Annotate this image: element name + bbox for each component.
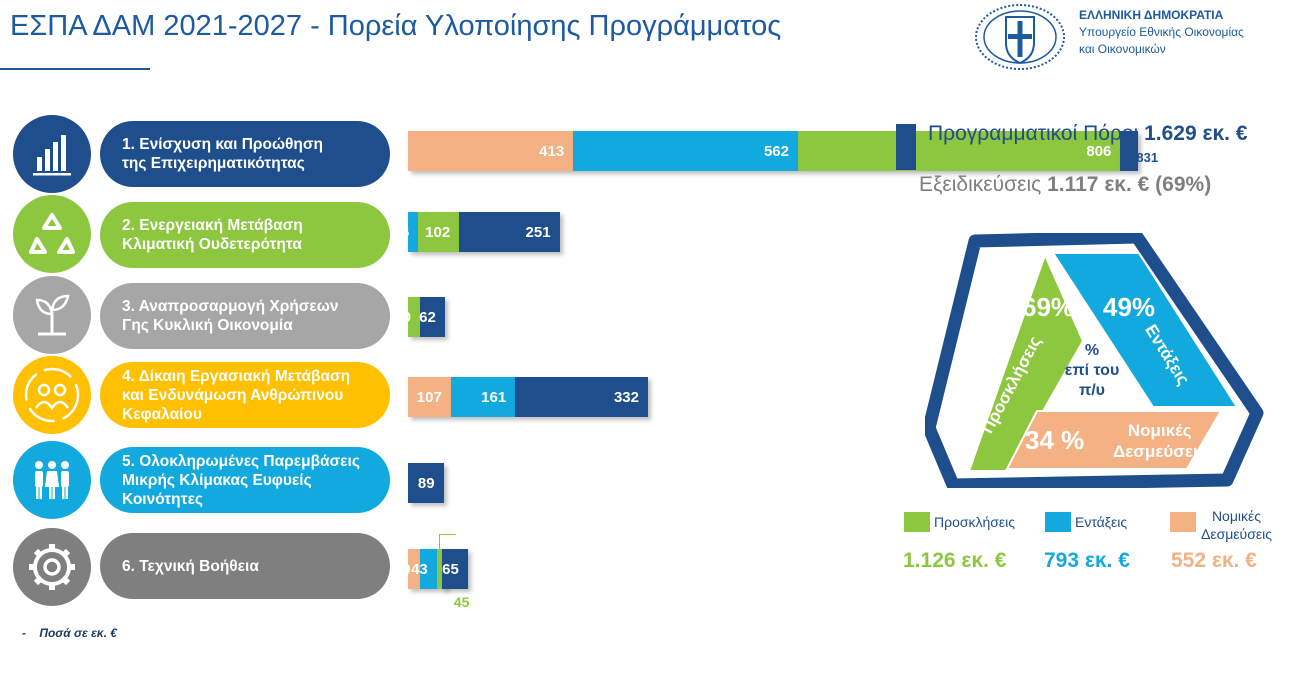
bar-value-label: 102 bbox=[425, 223, 451, 241]
legend-legal-line1: Νομικές bbox=[1211, 508, 1261, 524]
bar-value-label: 45 bbox=[453, 594, 470, 610]
bar-value-label: 161 bbox=[481, 388, 507, 406]
spec-label: Εξειδικεύσεις bbox=[919, 173, 1042, 196]
priority-1-line2: της Επιχειρηματικότητας bbox=[122, 155, 305, 172]
priority-4-line2: και Ενδυνάμωση Ανθρώπινου bbox=[122, 386, 344, 404]
triangle-calls-pct: 69% bbox=[1022, 292, 1075, 322]
triangle-center-line2: επί του bbox=[1064, 362, 1120, 379]
legend-swatch-legal bbox=[1170, 512, 1196, 532]
bar-value-label: 107 bbox=[416, 388, 442, 406]
priority-1-line1: 1. Ενίσχυση και Προώθηση bbox=[122, 136, 323, 153]
bar-segment: 62 bbox=[419, 297, 445, 337]
bar-value-label: 251 bbox=[525, 223, 551, 241]
legend-swatch-calls bbox=[904, 512, 930, 532]
priority-2-label: 2. Ενεργειακή Μετάβαση Κλιματική Ουδετερό… bbox=[100, 202, 390, 268]
triangle-legal-pct: 34 % bbox=[1025, 425, 1085, 455]
bar-value-label: 30 bbox=[394, 308, 411, 326]
bar-segment: 43 bbox=[411, 549, 437, 589]
priority-4-line1: 4. Δίκαιη Εργασιακή Μετάβαση bbox=[122, 367, 351, 385]
bar-segment bbox=[1120, 131, 1139, 171]
bar-segment: 29 bbox=[394, 549, 420, 589]
bar-value-label: 89 bbox=[417, 474, 435, 492]
bar-segment: 89 bbox=[408, 463, 444, 503]
priority-4-label: 4. Δίκαιη Εργασιακή Μετάβαση και Ενδυνάμω… bbox=[100, 362, 390, 428]
prog-marker bbox=[896, 124, 916, 170]
bar-segment: 806 bbox=[798, 131, 1121, 171]
priority-2-line1: 2. Ενεργειακή Μετάβαση bbox=[122, 217, 303, 234]
progress-triangle bbox=[925, 233, 1264, 488]
priority-3-label: 3. Αναπροσαρμογή Χρήσεων Γης Κυκλική Οικο… bbox=[100, 283, 390, 349]
note-text: Ποσά σε εκ. € bbox=[39, 626, 117, 640]
priority-3-line1: 3. Αναπροσαρμογή Χρήσεων bbox=[122, 298, 339, 315]
legend-legal-line2: Δεσμεύσεις bbox=[1201, 526, 1272, 542]
triangle-legal-label: Νομικές Δεσμεύσεις bbox=[1113, 420, 1207, 462]
bar-value-label: 26 bbox=[392, 223, 410, 241]
page-title: ΕΣΠΑ ΔΑΜ 2021-2027 - Πορεία Υλοποίησης Π… bbox=[10, 10, 782, 42]
units-note: - Ποσά σε εκ. € bbox=[22, 626, 117, 640]
people-cycle-icon bbox=[13, 356, 91, 434]
priority-5-line3: Κοινότητες bbox=[122, 490, 203, 508]
triangle-center-line3: π/υ bbox=[1078, 382, 1105, 399]
total-calls: 1.126 εκ. € bbox=[903, 549, 1007, 572]
bar-segment bbox=[436, 549, 446, 589]
legend-legal: Νομικές Δεσμεύσεις bbox=[1201, 507, 1272, 543]
priority-1-label: 1. Ενίσχυση και Προώθηση της Επιχειρηματι… bbox=[100, 121, 390, 187]
greek-emblem-logo bbox=[975, 4, 1065, 70]
priority-2-line2: Κλιματική Ουδετερότητα bbox=[122, 236, 302, 253]
bar-segment: 562 bbox=[573, 131, 798, 171]
total-legal: 552 εκ. € bbox=[1171, 549, 1257, 572]
bar-value-label: 29 bbox=[393, 560, 411, 578]
community-icon bbox=[13, 441, 91, 519]
triangle-legal-line2: Δεσμεύσεις bbox=[1113, 442, 1207, 461]
gov-ministry-line1: Υπουργείο Εθνικής Οικονομίας bbox=[1079, 25, 1244, 39]
leader-line bbox=[438, 534, 456, 550]
title-underline bbox=[0, 68, 150, 70]
bar-value-label: 413 bbox=[539, 142, 565, 160]
prog-value: 1.629 εκ. € bbox=[1144, 122, 1248, 145]
programmatic-resources: Προγραμματικοί Πόροι 1.629 εκ. € bbox=[928, 122, 1248, 146]
legend-swatch-inclusions bbox=[1045, 512, 1071, 532]
note-dash: - bbox=[22, 626, 26, 640]
bar-value-label: 62 bbox=[419, 308, 436, 326]
priority-5-line1: 5. Ολοκληρωμένες Παρεμβάσεις bbox=[122, 452, 360, 470]
sprout-icon bbox=[13, 276, 91, 354]
bar-segment: 251 bbox=[459, 212, 560, 252]
triangle-inclusions-pct: 49% bbox=[1103, 292, 1156, 322]
priority-3-line2: Γης Κυκλική Οικονομία bbox=[122, 317, 293, 334]
bar-segment: 102 bbox=[418, 212, 460, 252]
gov-ministry-line2: και Οικονομικών bbox=[1079, 42, 1166, 56]
bar-segment: 161 bbox=[450, 377, 516, 417]
priority-5-line2: Μικρής Κλίμακας Ευφυείς bbox=[122, 471, 312, 489]
triangle-legal-line1: Νομικές bbox=[1127, 421, 1192, 440]
bar-segment: 30 bbox=[394, 297, 420, 337]
priority-6-line1: 6. Τεχνική Βοήθεια bbox=[122, 557, 259, 575]
spec-value: 1.117 εκ. € (69%) bbox=[1047, 173, 1212, 196]
triangle-center-line1: % bbox=[1084, 342, 1100, 359]
legend-inclusions: Εντάξεις bbox=[1075, 514, 1128, 530]
bar-value-label: 562 bbox=[763, 142, 789, 160]
bar-segment: 65 bbox=[441, 549, 468, 589]
priority-4-line3: Κεφαλαίου bbox=[122, 405, 202, 423]
bar-chart-icon bbox=[13, 115, 91, 193]
bar-value-label: 65 bbox=[442, 560, 459, 578]
triangle-center-label: % επί του π/υ bbox=[1062, 341, 1122, 401]
gear-icon bbox=[13, 528, 91, 606]
bar-segment: 26 bbox=[393, 212, 419, 252]
bar-segment: 332 bbox=[515, 377, 648, 417]
bar-value-label: 332 bbox=[613, 388, 639, 406]
specifications: Εξειδικεύσεις 1.117 εκ. € (69%) bbox=[919, 173, 1211, 197]
gov-republic: ΕΛΛΗΝΙΚΗ ΔΗΜΟΚΡΑΤΙΑ bbox=[1079, 8, 1224, 22]
bar-segment: 107 bbox=[408, 377, 451, 417]
legend-calls: Προσκλήσεις bbox=[934, 514, 1016, 530]
priority-5-label: 5. Ολοκληρωμένες Παρεμβάσεις Μικρής Κλίμα… bbox=[100, 447, 390, 513]
government-label: ΕΛΛΗΝΙΚΗ ΔΗΜΟΚΡΑΤΙΑ Υπουργείο Εθνικής Οι… bbox=[1079, 7, 1244, 58]
bar-value-label: 806 bbox=[1086, 142, 1112, 160]
bar-value-label: 43 bbox=[411, 560, 428, 578]
total-inclusions: 793 εκ. € bbox=[1044, 549, 1130, 572]
bar-segment: 413 bbox=[408, 131, 574, 171]
bar-value-label: 831 bbox=[1136, 150, 1159, 165]
recycle-icon bbox=[13, 195, 91, 273]
priority-6-label: 6. Τεχνική Βοήθεια bbox=[100, 533, 390, 599]
prog-label: Προγραμματικοί Πόροι bbox=[928, 122, 1139, 145]
